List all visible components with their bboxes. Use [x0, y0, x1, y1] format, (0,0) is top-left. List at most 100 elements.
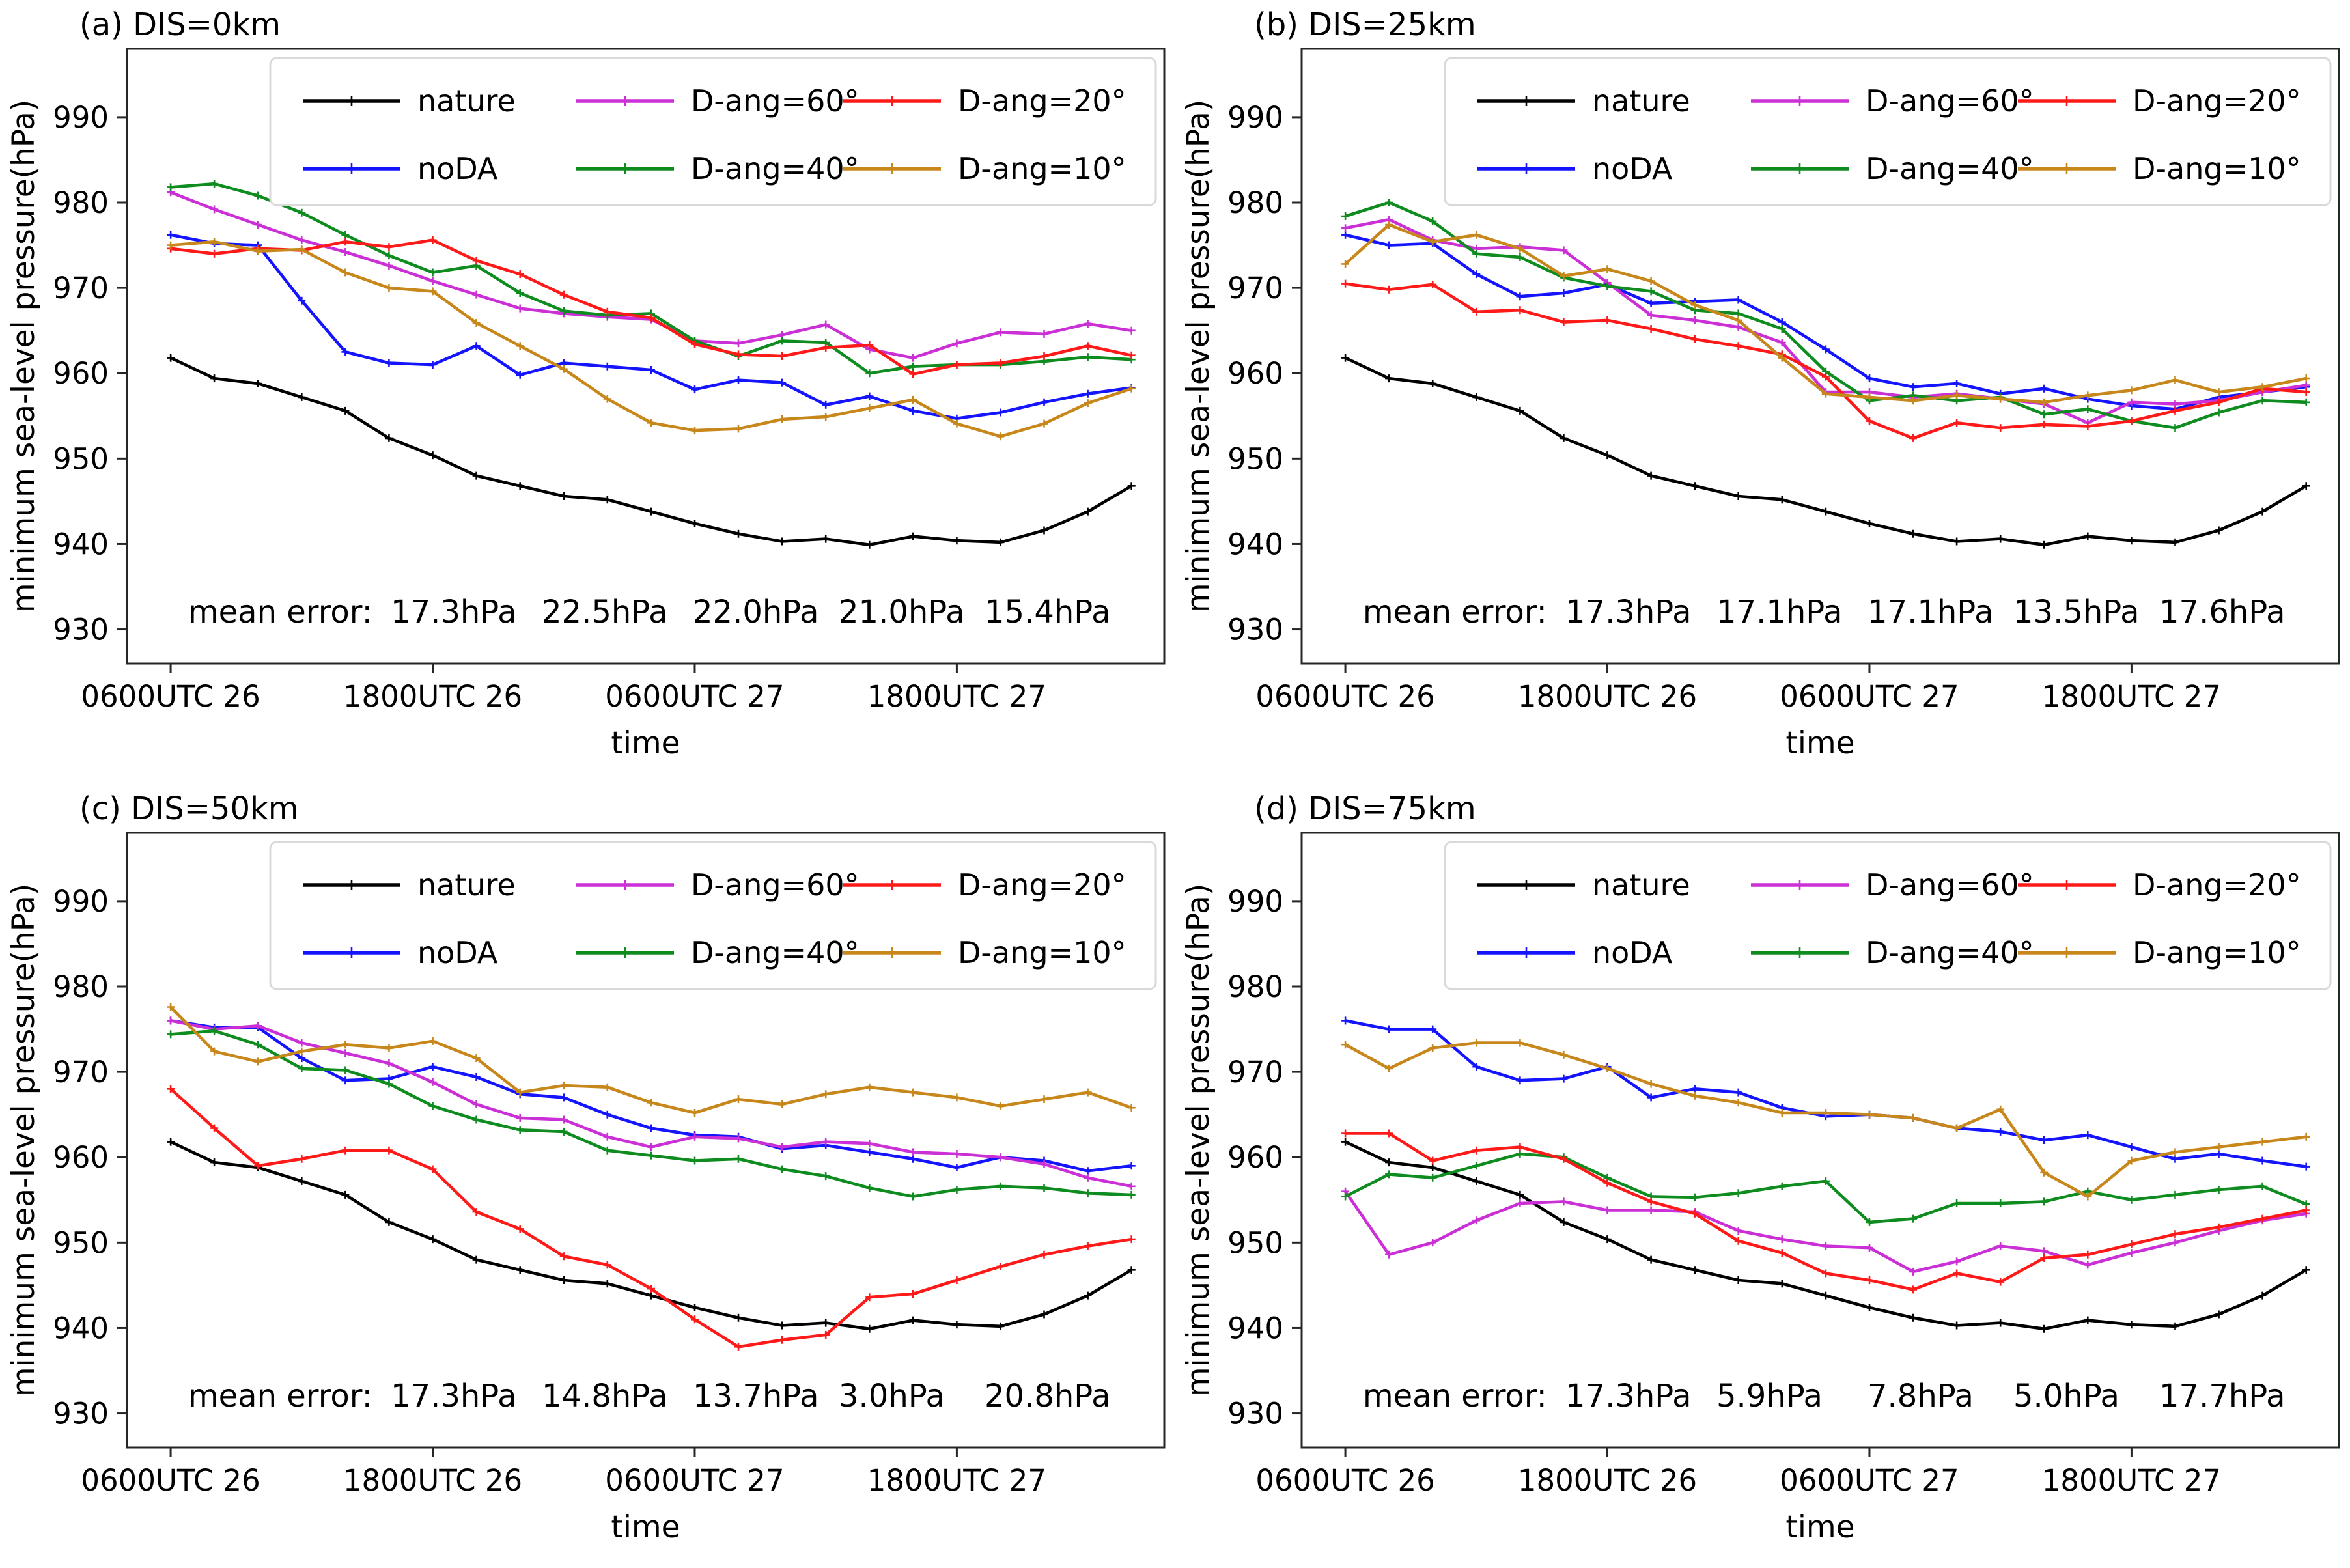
x-axis: 0600UTC 26 1800UTC 26 0600UTC 27 1800UTC 27 [1255, 1447, 2221, 1498]
series-line-noda [170, 233, 1132, 420]
series-d-ang-10 [167, 1003, 1136, 1117]
series-markers-noda [1341, 1016, 2310, 1171]
y-axis-title: minimum sea-level pressure(hPa) [1181, 884, 1216, 1397]
panel-b-title: (b) DIS=25km [1254, 7, 1476, 43]
mean-error-row: mean error: 17.3hPa 14.8hPa 13.7hPa 3.0hPa 20… [188, 1378, 1111, 1414]
chart-canvas-b: 930 940 950 960 970 980 990 0600UTC 26 1800UTC 2… [1181, 48, 2340, 761]
mean-error-value-0: 17.3hPa [391, 1378, 517, 1414]
panel-a: (a) DIS=0km 930 940 950 960 970 980 990 0600UTC… [0, 0, 1175, 784]
legend-item-noda: noDA [1477, 935, 1673, 970]
series-line-d-ang-60 [170, 190, 1132, 359]
series-line-d-ang-40 [170, 1029, 1132, 1198]
panel-c: (c) DIS=50km 930 940 950 960 970 980 990 0600UT… [0, 784, 1175, 1568]
legend-item-nature: nature [303, 867, 516, 903]
mean-error-value-1: 5.9hPa [1716, 1378, 1823, 1414]
legend-item-noda: noDA [1477, 151, 1673, 186]
series-d-ang-40 [167, 179, 1136, 377]
mean-error-value-3: 5.0hPa [2013, 1378, 2119, 1414]
legend-label-d-ang-10: D-ang=10° [2133, 151, 2301, 186]
y-tick-label: 950 [1227, 1225, 1283, 1260]
legend-marker-noda [1521, 163, 1532, 174]
mean-error-row: mean error: 17.3hPa 5.9hPa 7.8hPa 5.0hPa 17.7… [1363, 1378, 2286, 1414]
plot-border [1300, 48, 2340, 665]
series-line-nature [170, 1140, 1132, 1330]
x-tick-label: 0600UTC 26 [1255, 679, 1434, 714]
series-markers-nature [167, 1138, 1136, 1333]
mean-error-value-4: 15.4hPa [985, 594, 1111, 630]
series-noda [167, 231, 1136, 423]
series-markers-d-ang-40 [167, 1026, 1136, 1201]
legend-item-d-ang-60: D-ang=60° [1751, 867, 2034, 903]
legend-marker-d-ang-10 [2062, 947, 2072, 958]
x-axis-title: time [1785, 725, 1854, 761]
panel-d-title: (d) DIS=75km [1254, 791, 1476, 827]
mean-error-value-3: 13.5hPa [2013, 594, 2140, 630]
legend-item-d-ang-40: D-ang=40° [1751, 151, 2034, 186]
legend-item-d-ang-60: D-ang=60° [576, 867, 860, 903]
y-axis: 930 940 950 960 970 980 990 [1227, 884, 1302, 1431]
x-axis-title: time [611, 725, 680, 761]
y-tick-label: 960 [1227, 1140, 1283, 1175]
y-tick-label: 970 [1227, 1055, 1283, 1089]
x-axis-title: time [1785, 1509, 1854, 1545]
chart-canvas-d: 930 940 950 960 970 980 990 0600UTC 26 1800UTC 2… [1181, 832, 2340, 1545]
y-tick-label: 940 [1227, 527, 1283, 561]
series-d-ang-10 [1341, 220, 2310, 406]
legend-label-d-ang-60: D-ang=60° [1866, 83, 2034, 119]
legend: nature noDA D-ang=60° D-ang=40° D-ang=20° D-a… [1444, 841, 2332, 990]
series-markers-d-ang-10 [1341, 220, 2310, 406]
mean-error-value-2: 17.1hPa [1867, 594, 1994, 630]
mean-error-value-4: 17.6hPa [2159, 594, 2286, 630]
series-markers-nature [167, 354, 1136, 549]
series-line-nature [1345, 356, 2307, 546]
y-tick-label: 980 [53, 970, 109, 1004]
legend-marker-nature [1521, 879, 1532, 890]
series-nature [1341, 1138, 2310, 1333]
legend-item-noda: noDA [303, 935, 498, 970]
legend-label-d-ang-10: D-ang=10° [2133, 935, 2301, 970]
legend-marker-d-ang-10 [887, 947, 897, 958]
series-nature [1341, 354, 2310, 549]
x-tick-label: 1800UTC 27 [867, 1463, 1046, 1498]
y-tick-label: 990 [1227, 884, 1283, 919]
y-tick-label: 970 [53, 271, 109, 305]
x-tick-label: 1800UTC 26 [343, 679, 522, 714]
legend-label-d-ang-60: D-ang=60° [691, 83, 860, 119]
mean-error-value-1: 22.5hPa [542, 594, 668, 630]
legend-label-nature: nature [417, 867, 516, 903]
chart-canvas-a: 930 940 950 960 970 980 990 0600UTC 26 1800UTC 2… [6, 48, 1166, 761]
panel-c-title: (c) DIS=50km [79, 791, 299, 827]
series-d-ang-60 [1341, 1187, 2310, 1276]
y-tick-label: 930 [1227, 612, 1283, 647]
series-markers-d-ang-40 [167, 179, 1136, 377]
series-nature [167, 354, 1136, 549]
y-tick-label: 950 [53, 1225, 109, 1260]
legend-item-noda: noDA [303, 151, 498, 186]
legend-item-d-ang-10: D-ang=10° [843, 151, 1126, 186]
legend-item-d-ang-10: D-ang=10° [2018, 935, 2301, 970]
series-line-d-ang-40 [1345, 1152, 2307, 1224]
mean-error-value-0: 17.3hPa [391, 594, 517, 630]
mean-error-value-2: 7.8hPa [1867, 1378, 1974, 1414]
legend-label-nature: nature [1592, 867, 1690, 903]
mean-error-value-4: 17.7hPa [2159, 1378, 2286, 1414]
series-markers-nature [1341, 1138, 2310, 1333]
legend-label-d-ang-60: D-ang=60° [691, 867, 860, 903]
legend-item-nature: nature [1477, 83, 1690, 119]
y-tick-label: 980 [1227, 970, 1283, 1004]
y-tick-label: 990 [53, 884, 109, 919]
series-line-d-ang-10 [169, 1005, 1132, 1115]
plot-border [126, 48, 1166, 665]
chart-canvas-c: 930 940 950 960 970 980 990 0600UTC 26 1800UTC 2… [6, 832, 1166, 1545]
legend-marker-noda [346, 163, 357, 174]
series-d-ang-10 [167, 238, 1136, 440]
series-markers-d-ang-10 [1341, 1039, 2310, 1201]
series-line-nature [1345, 1140, 2307, 1330]
y-axis-title: minimum sea-level pressure(hPa) [1181, 100, 1216, 613]
series-markers-d-ang-10 [167, 1003, 1136, 1117]
x-tick-label: 1800UTC 27 [2042, 679, 2221, 714]
legend-marker-nature [346, 95, 357, 106]
legend: nature noDA D-ang=60° D-ang=40° D-ang=20° D-a… [1444, 57, 2332, 206]
mean-error-value-0: 17.3hPa [1565, 594, 1692, 630]
